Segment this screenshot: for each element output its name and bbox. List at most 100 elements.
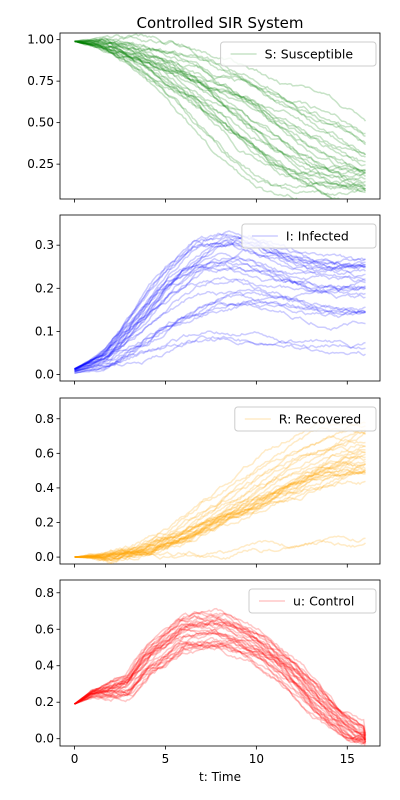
trajectory-line: [74, 468, 366, 561]
trajectory-line: [74, 632, 366, 745]
trajectory-line: [74, 36, 366, 176]
chart-title: Controlled SIR System: [137, 14, 304, 32]
y-tick-label: 0.1: [35, 324, 54, 338]
trajectory-line: [74, 621, 366, 741]
subplot-4: 0.0 0.2 0.4 0.6 0.8 0 5 10 15 u: Control: [35, 579, 381, 766]
y-tick-label: 0.6: [35, 622, 54, 636]
x-tick-label: 5: [162, 752, 170, 766]
trajectory-line: [74, 39, 366, 176]
trajectory-line: [74, 466, 366, 558]
trajectory-line: [74, 40, 366, 192]
trajectory-line: [74, 40, 342, 199]
trajectory-line: [74, 618, 367, 740]
trajectory-line: [74, 40, 366, 158]
trajectory-line: [74, 461, 366, 564]
trajectory-line: [74, 230, 366, 370]
trajectory-line: [74, 645, 367, 741]
y-tick-label: 0.4: [35, 659, 54, 673]
trajectory-line: [74, 300, 366, 373]
trajectory-line: [74, 535, 366, 558]
y-tick-label: 0.6: [35, 446, 54, 460]
trajectory-line: [74, 239, 366, 370]
trajectory-line: [74, 628, 366, 741]
trajectory-line: [74, 614, 366, 740]
trajectory-line: [74, 38, 366, 173]
series-group: [74, 33, 367, 199]
y-tick-label: 0.0: [35, 732, 54, 746]
trajectory-line: [74, 631, 366, 746]
trajectory-line: [74, 40, 366, 179]
y-tick-label: 0.2: [35, 695, 54, 709]
trajectory-line: [74, 621, 366, 742]
y-tick-label: 0.4: [35, 481, 54, 495]
trajectory-line: [74, 642, 366, 737]
legend-box: [248, 588, 377, 614]
trajectory-line: [74, 40, 366, 135]
subplot-3: 0.0 0.2 0.4 0.6 0.8 R: Recovered: [35, 397, 381, 568]
trajectory-line: [74, 234, 366, 370]
trajectory-line: [74, 448, 366, 559]
trajectory-line: [74, 295, 366, 373]
trajectory-line: [74, 453, 366, 564]
trajectory-line: [74, 430, 367, 558]
trajectory-line: [74, 265, 366, 371]
trajectory-line: [74, 302, 366, 373]
trajectory-line: [74, 40, 367, 156]
trajectory-line: [74, 607, 366, 735]
trajectory-line: [74, 471, 366, 559]
trajectory-line: [74, 612, 367, 742]
trajectory-line: [74, 40, 367, 190]
subplot-2: 0.0 0.1 0.2 0.3 I: Infected: [35, 214, 381, 385]
trajectory-line: [74, 241, 366, 370]
y-tick-label: 0.2: [35, 516, 54, 530]
y-tick-label: 0.0: [35, 368, 54, 382]
trajectory-line: [74, 248, 366, 370]
trajectory-line: [74, 335, 366, 374]
trajectory-line: [74, 330, 366, 374]
trajectory-line: [74, 37, 366, 156]
trajectory-line: [74, 255, 366, 371]
trajectory-line: [74, 278, 366, 372]
trajectory-line: [74, 620, 366, 740]
y-tick-label: 0.8: [35, 412, 54, 426]
y-tick-label: 0.25: [27, 157, 54, 171]
trajectory-line: [74, 40, 366, 190]
trajectory-line: [74, 451, 366, 561]
trajectory-line: [74, 466, 366, 559]
trajectory-line: [74, 233, 366, 370]
trajectory-line: [74, 628, 366, 741]
legend: R: Recovered: [234, 406, 377, 432]
trajectory-line: [74, 614, 366, 744]
trajectory-line: [74, 631, 367, 736]
series-group: [74, 230, 366, 375]
legend-box: [234, 406, 377, 432]
x-tick-label: 10: [249, 752, 264, 766]
trajectory-line: [74, 303, 366, 373]
trajectory-line: [74, 40, 366, 175]
trajectory-line: [74, 431, 366, 559]
trajectory-line: [74, 429, 366, 558]
trajectory-line: [74, 232, 366, 370]
trajectory-line: [74, 242, 366, 370]
legend-box: [241, 223, 377, 249]
trajectory-line: [74, 639, 367, 745]
trajectory-line: [74, 40, 366, 197]
trajectory-line: [74, 639, 366, 743]
trajectory-line: [74, 470, 366, 562]
trajectory-line: [74, 291, 366, 372]
trajectory-line: [74, 455, 366, 559]
x-tick-label: 15: [340, 752, 355, 766]
legend-label: S: Susceptible: [265, 47, 354, 62]
trajectory-line: [74, 640, 367, 736]
trajectory-line: [74, 644, 366, 746]
trajectory-line: [74, 462, 366, 560]
trajectory-line: [74, 40, 366, 146]
trajectory-line: [74, 259, 366, 371]
trajectory-line: [74, 644, 367, 743]
trajectory-line: [74, 460, 366, 560]
trajectory-line: [74, 446, 366, 559]
series-group: [74, 607, 367, 746]
trajectory-line: [74, 421, 366, 560]
trajectory-line: [74, 40, 366, 190]
